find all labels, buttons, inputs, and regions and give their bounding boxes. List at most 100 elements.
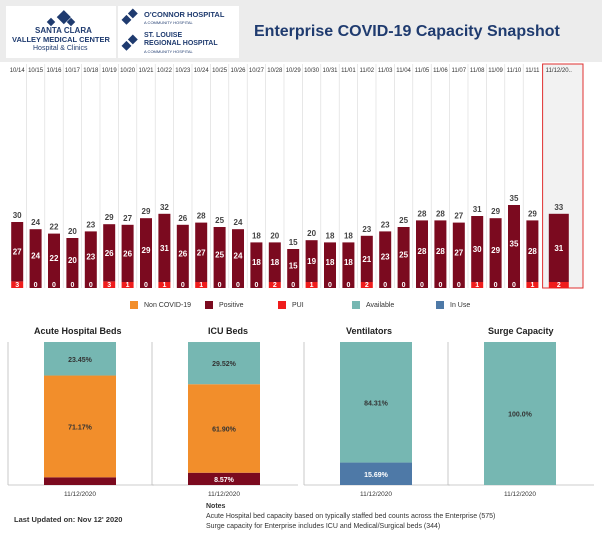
bar-positive <box>250 242 263 282</box>
bar-positive <box>48 233 60 282</box>
total-value-label: 24 <box>31 218 40 227</box>
bar-pui <box>158 282 171 288</box>
pui-value-label: 0 <box>70 282 74 289</box>
stlouise-name-line2: REGIONAL HOSPITAL <box>144 40 218 47</box>
legend-label: In Use <box>450 301 471 309</box>
pui-value-label: 0 <box>402 282 406 289</box>
positive-value-label: 27 <box>13 248 22 257</box>
scvmc-name-line3: Hospital & Clinics <box>33 45 88 52</box>
daily-census-chart: 10/143273010/150242410/160222210/1702020… <box>10 63 584 289</box>
positive-value-label: 24 <box>31 252 40 261</box>
bar-pui <box>548 282 569 288</box>
bar-positive <box>176 224 189 282</box>
positive-value-label: 29 <box>142 246 151 255</box>
legend-item-available: Available <box>352 299 394 311</box>
total-value-label: 23 <box>381 220 390 229</box>
panel-x-label: 11/12/2020 <box>504 491 536 498</box>
positive-value-label: 19 <box>307 257 316 266</box>
panel-title-icu: ICU Beds <box>208 326 249 336</box>
bar-pui <box>360 282 373 288</box>
bar-positive <box>397 227 410 282</box>
segment-value-label: 84.31% <box>364 400 389 407</box>
x-tick-label: 10/30 <box>304 68 320 74</box>
x-tick-label: 10/27 <box>249 68 265 74</box>
pui-value-label: 3 <box>107 282 111 289</box>
legend-swatch <box>436 301 444 309</box>
capacity-segment <box>188 384 260 473</box>
pui-value-label: 0 <box>512 282 516 289</box>
scvmc-name-line2: VALLEY MEDICAL CENTER <box>12 35 110 44</box>
total-value-label: 28 <box>436 209 445 218</box>
pui-value-label: 0 <box>144 282 148 289</box>
total-value-label: 27 <box>123 214 132 223</box>
page-title: Enterprise COVID-19 Capacity Snapshot <box>254 23 560 40</box>
pui-value-label: 0 <box>383 282 387 289</box>
bar-positive <box>489 218 502 282</box>
legend-label: PUI <box>292 301 304 309</box>
total-value-label: 27 <box>454 212 463 221</box>
pui-value-label: 2 <box>273 282 277 289</box>
total-value-label: 33 <box>554 203 563 212</box>
capacity-segment <box>340 462 412 485</box>
segment-value-label: 23.45% <box>68 357 93 364</box>
total-value-label: 28 <box>197 212 206 221</box>
bar-pui <box>48 282 60 288</box>
x-tick-label: 11/09 <box>488 68 503 74</box>
total-value-label: 23 <box>362 225 371 234</box>
positive-value-label: 25 <box>215 251 224 260</box>
legend-label: Available <box>366 301 395 309</box>
bar-positive <box>66 238 79 282</box>
bar-pui <box>29 282 42 288</box>
pui-value-label: 3 <box>15 282 19 289</box>
bar-positive <box>471 216 484 282</box>
panel-x-label: 11/12/2020 <box>208 491 240 498</box>
positive-value-label: 28 <box>528 247 537 256</box>
bar-positive <box>452 222 465 282</box>
capacity-segment <box>44 342 116 376</box>
capacity-segment <box>188 342 260 385</box>
bar-pui <box>508 282 520 288</box>
bar-positive <box>213 227 226 282</box>
bar-positive <box>434 220 447 282</box>
bar-pui <box>526 282 539 288</box>
segment-value-label: 29.52% <box>212 361 237 368</box>
pui-value-label: 0 <box>236 282 240 289</box>
capacity-panels-chart: 71.17% 23.45% 11/12/2020 8.57% 61.90% 29.52% 1… <box>7 342 594 498</box>
bar-pui <box>379 282 392 288</box>
positive-value-label: 35 <box>510 240 519 249</box>
total-value-label: 25 <box>215 216 224 225</box>
x-tick-label: 10/20 <box>120 68 136 74</box>
capacity-segment <box>340 342 412 463</box>
total-value-label: 24 <box>234 218 243 227</box>
legend-item-in-use: In Use <box>436 299 470 311</box>
total-value-label: 15 <box>289 238 298 247</box>
positive-value-label: 18 <box>344 258 353 267</box>
bar-pui <box>103 281 116 288</box>
bar-pui <box>176 282 189 288</box>
pui-value-label: 1 <box>310 282 314 289</box>
pui-value-label: 0 <box>181 282 185 289</box>
total-value-label: 30 <box>13 211 22 220</box>
legend-swatch <box>130 301 138 309</box>
capacity-segment <box>484 342 556 485</box>
bar-pui <box>397 282 410 288</box>
bar-pui <box>213 282 226 288</box>
x-tick-label: 11/10 <box>507 68 522 74</box>
bar-pui <box>140 282 152 288</box>
positive-value-label: 24 <box>234 252 243 261</box>
note-acute: Acute Hospital bed capacity based on typ… <box>206 513 496 520</box>
bar-positive <box>84 231 97 282</box>
total-value-label: 26 <box>178 214 187 223</box>
positive-value-label: 15 <box>289 262 298 271</box>
positive-value-label: 26 <box>105 249 114 258</box>
bar-positive <box>29 229 42 282</box>
segment-value-label: 15.69% <box>364 472 389 479</box>
total-value-label: 28 <box>418 209 427 218</box>
legend: Non COVID-19 Positive PUI Available In U… <box>0 299 602 311</box>
segment-value-label: 71.17% <box>68 424 93 431</box>
total-value-label: 18 <box>344 231 353 240</box>
bar-positive <box>121 224 134 282</box>
pui-value-label: 0 <box>420 282 424 289</box>
bar-pui <box>324 282 336 288</box>
bar-positive <box>140 218 152 282</box>
